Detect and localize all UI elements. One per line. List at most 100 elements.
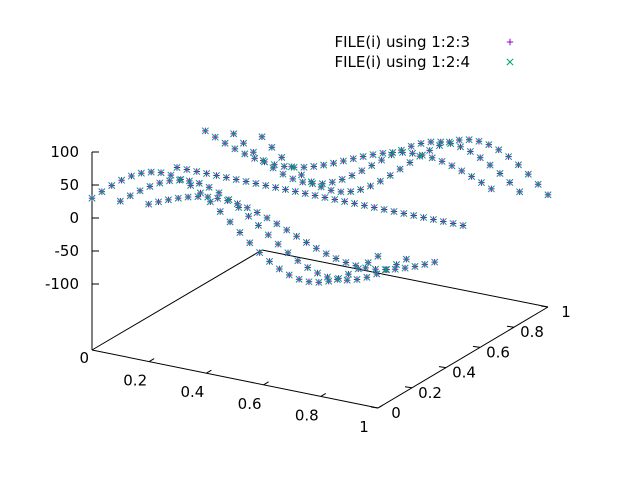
data-point xyxy=(339,157,347,165)
data-point xyxy=(302,238,311,247)
data-point xyxy=(253,208,261,217)
origin-label: 0 xyxy=(79,349,89,367)
back-floor-line xyxy=(261,249,549,308)
x-tick-label: 0.6 xyxy=(238,395,262,413)
data-point xyxy=(295,275,303,283)
legend-label: FILE(i) using 1:2:3 xyxy=(334,33,470,51)
data-point xyxy=(242,177,250,186)
data-point xyxy=(137,169,145,177)
data-point xyxy=(187,181,195,189)
data-point xyxy=(98,188,106,196)
data-point xyxy=(145,200,153,208)
x-tick-label: 1 xyxy=(359,418,369,436)
data-point xyxy=(278,153,286,161)
data-point xyxy=(373,270,381,278)
x-tick xyxy=(320,392,327,397)
data-point xyxy=(108,182,116,190)
data-point xyxy=(126,192,134,200)
data-point xyxy=(258,133,266,141)
y-tick xyxy=(472,345,481,348)
data-point xyxy=(459,221,467,230)
y-tick-label: 0.8 xyxy=(520,323,544,341)
data-point xyxy=(195,179,203,187)
data-point xyxy=(116,197,124,205)
data-point xyxy=(485,141,493,149)
data-point xyxy=(274,240,282,248)
data-point xyxy=(304,263,312,272)
data-point xyxy=(252,179,260,188)
data-point xyxy=(431,258,439,266)
data-point xyxy=(341,197,349,206)
data-point xyxy=(265,257,274,265)
data-point xyxy=(322,250,330,258)
data-point xyxy=(506,178,514,187)
data-point xyxy=(157,169,165,177)
data-point xyxy=(383,266,391,274)
data-point xyxy=(205,183,213,191)
data-point xyxy=(323,273,331,281)
data-point xyxy=(328,178,336,186)
data-point xyxy=(269,164,277,172)
data-point xyxy=(272,183,280,192)
y-tick xyxy=(438,366,447,369)
data-point xyxy=(315,278,323,286)
data-point xyxy=(416,152,424,160)
data-point xyxy=(206,198,214,206)
data-point xyxy=(214,194,222,202)
data-point xyxy=(331,195,339,204)
data-point xyxy=(305,278,313,286)
back-axis-line xyxy=(91,249,263,351)
data-point xyxy=(349,155,357,163)
data-point xyxy=(118,176,126,184)
data-point xyxy=(406,158,414,167)
data-point xyxy=(524,170,532,178)
data-point xyxy=(362,264,370,272)
data-point xyxy=(387,151,396,159)
data-point xyxy=(222,173,230,182)
data-point xyxy=(232,175,240,184)
data-point xyxy=(147,168,155,176)
data-point xyxy=(297,171,306,179)
data-point xyxy=(344,270,352,278)
data-point xyxy=(235,203,243,212)
x-tick-label: 0.2 xyxy=(123,372,147,390)
data-point xyxy=(348,171,356,180)
data-point xyxy=(468,172,476,181)
data-point xyxy=(311,191,319,200)
z-tick-label: -50 xyxy=(55,242,80,260)
data-point xyxy=(456,143,465,151)
tick-labels-group: 100 50 0 -50 -100 0 0.2 0.4 0.6 0.8 1 0 0.2 0.4 0.6 0.8… xyxy=(45,143,571,436)
data-point xyxy=(353,275,361,284)
data-point xyxy=(408,149,416,157)
data-point xyxy=(359,152,367,161)
data-point xyxy=(534,180,542,188)
data-point xyxy=(332,254,340,263)
data-point xyxy=(259,157,267,165)
data-point xyxy=(370,203,378,212)
data-point xyxy=(419,213,428,222)
data-point xyxy=(397,146,405,154)
data-point xyxy=(233,200,241,208)
data-point xyxy=(194,193,202,201)
data-point xyxy=(321,193,329,202)
data-point xyxy=(317,183,325,191)
data-point xyxy=(465,136,473,144)
y-tick-label: 0.2 xyxy=(418,384,442,402)
data-point xyxy=(401,264,409,272)
data-point xyxy=(376,177,384,185)
data-point xyxy=(371,265,380,273)
data-point xyxy=(249,148,257,156)
data-point xyxy=(514,161,522,169)
y-tick xyxy=(404,386,413,389)
data-point xyxy=(246,239,254,247)
data-point xyxy=(368,161,376,170)
data-point xyxy=(495,146,503,154)
data-point xyxy=(333,275,341,283)
z-tick-label: 100 xyxy=(50,143,79,161)
data-point xyxy=(312,244,320,252)
x-tick xyxy=(377,404,384,409)
data-point xyxy=(320,161,328,169)
data-point xyxy=(429,215,437,224)
data-point xyxy=(215,189,223,197)
